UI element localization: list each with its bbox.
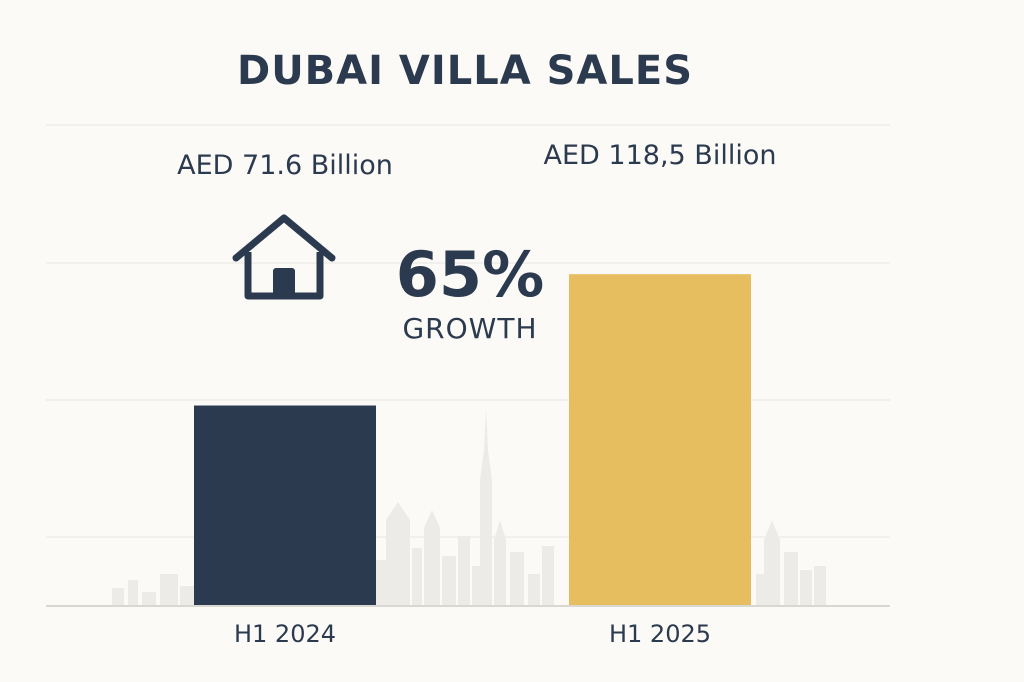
bar-h1-2025 <box>569 274 751 606</box>
growth-label: GROWTH <box>402 312 538 345</box>
category-label-h1-2025: H1 2025 <box>608 620 712 648</box>
skyline-background <box>112 408 826 606</box>
growth-percentage: 65% <box>395 238 545 311</box>
bars <box>194 274 751 606</box>
chart-title: DUBAI VILLA SALES <box>236 48 694 94</box>
bar-h1-2024 <box>194 405 376 606</box>
house-icon <box>232 214 336 300</box>
category-label-h1-2024: H1 2024 <box>233 620 337 648</box>
value-label-h1-2025: AED 118,5 Billion <box>543 140 777 171</box>
value-label-h1-2024: AED 71.6 Billion <box>177 150 393 181</box>
